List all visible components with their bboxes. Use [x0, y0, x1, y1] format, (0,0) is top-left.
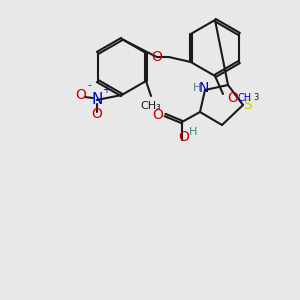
Text: O: O	[178, 130, 189, 144]
Text: CH₃: CH₃	[141, 101, 161, 111]
Text: O: O	[153, 108, 164, 122]
Text: -: -	[88, 80, 92, 90]
Text: O: O	[228, 91, 238, 105]
Text: O: O	[75, 88, 86, 102]
Text: O: O	[151, 50, 162, 64]
Text: CH: CH	[238, 93, 252, 103]
Text: 3: 3	[253, 94, 258, 103]
Text: +: +	[102, 85, 110, 95]
Text: H: H	[193, 83, 201, 93]
Text: N: N	[199, 81, 209, 95]
Text: O: O	[91, 107, 102, 121]
Text: N: N	[91, 92, 102, 107]
Text: H: H	[189, 127, 197, 137]
Text: S: S	[244, 98, 252, 112]
